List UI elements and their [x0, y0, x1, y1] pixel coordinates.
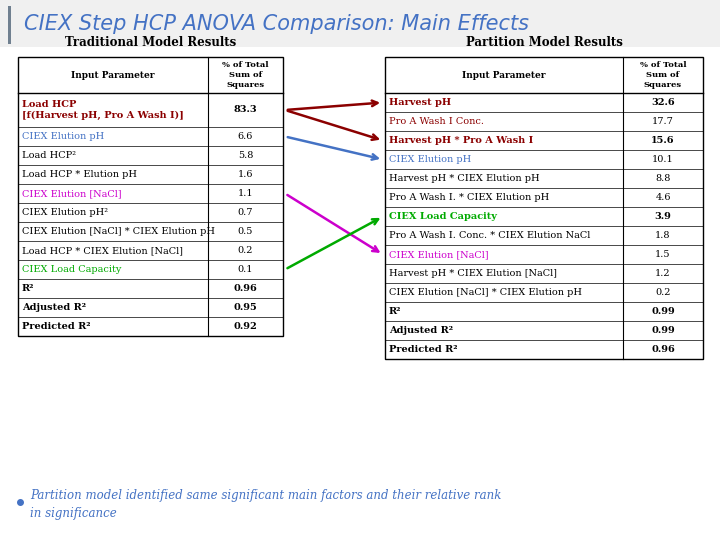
Text: Pro A Wash I. Conc. * CIEX Elution NaCl: Pro A Wash I. Conc. * CIEX Elution NaCl: [389, 231, 590, 240]
Text: 0.2: 0.2: [655, 288, 671, 297]
Text: Predicted R²: Predicted R²: [389, 345, 458, 354]
Text: 0.99: 0.99: [651, 307, 675, 316]
Text: Harvest pH * Pro A Wash I: Harvest pH * Pro A Wash I: [389, 136, 534, 145]
Text: 1.1: 1.1: [238, 189, 253, 198]
Text: Traditional Model Results: Traditional Model Results: [65, 36, 236, 49]
Text: 32.6: 32.6: [651, 98, 675, 107]
Text: 0.99: 0.99: [651, 326, 675, 335]
Text: Adjusted R²: Adjusted R²: [22, 303, 86, 312]
Bar: [0, 0, 720, 47]
Text: 3.9: 3.9: [654, 212, 672, 221]
Bar: [385, 57, 703, 359]
Text: Load HCP * Elution pH: Load HCP * Elution pH: [22, 170, 137, 179]
Text: Pro A Wash I Conc.: Pro A Wash I Conc.: [389, 117, 484, 126]
Text: 17.7: 17.7: [652, 117, 674, 126]
Text: 0.95: 0.95: [233, 303, 257, 312]
Bar: [8, 6, 11, 44]
Text: Harvest pH: Harvest pH: [389, 98, 451, 107]
Text: R²: R²: [22, 284, 35, 293]
Text: % of Total
Sum of
Squares: % of Total Sum of Squares: [639, 61, 686, 89]
Text: Partition model identified same significant main factors and their relative rank: Partition model identified same signific…: [30, 489, 501, 519]
Text: 10.1: 10.1: [652, 155, 674, 164]
Text: Harvest pH * CIEX Elution pH: Harvest pH * CIEX Elution pH: [389, 174, 539, 183]
Text: % of Total
Sum of
Squares: % of Total Sum of Squares: [222, 61, 269, 89]
Text: 0.2: 0.2: [238, 246, 253, 255]
Text: 4.6: 4.6: [655, 193, 671, 202]
Text: 83.3: 83.3: [234, 105, 257, 114]
Text: 6.6: 6.6: [238, 132, 253, 141]
Text: 5.8: 5.8: [238, 151, 253, 160]
Text: CIEX Elution pH²: CIEX Elution pH²: [22, 208, 108, 217]
Text: 1.5: 1.5: [655, 250, 671, 259]
Text: 0.7: 0.7: [238, 208, 253, 217]
Text: CIEX Elution [NaCl]: CIEX Elution [NaCl]: [389, 250, 489, 259]
Text: Load HCP
[f(Harvest pH, Pro A Wash I)]: Load HCP [f(Harvest pH, Pro A Wash I)]: [22, 100, 184, 120]
Text: CIEX Step HCP ANOVA Comparison: Main Effects: CIEX Step HCP ANOVA Comparison: Main Eff…: [24, 14, 529, 34]
Bar: [18, 57, 283, 336]
Text: Load HCP * CIEX Elution [NaCl]: Load HCP * CIEX Elution [NaCl]: [22, 246, 183, 255]
Text: 1.6: 1.6: [238, 170, 253, 179]
Text: 1.2: 1.2: [655, 269, 671, 278]
Text: 0.96: 0.96: [233, 284, 257, 293]
Text: Load HCP²: Load HCP²: [22, 151, 76, 160]
Text: CIEX Elution [NaCl] * CIEX Elution pH: CIEX Elution [NaCl] * CIEX Elution pH: [389, 288, 582, 297]
Text: Partition Model Results: Partition Model Results: [466, 36, 622, 49]
Text: 1.8: 1.8: [655, 231, 671, 240]
Text: 0.1: 0.1: [238, 265, 253, 274]
Text: CIEX Elution pH: CIEX Elution pH: [389, 155, 472, 164]
Text: CIEX Elution pH: CIEX Elution pH: [22, 132, 104, 141]
Text: Adjusted R²: Adjusted R²: [389, 326, 453, 335]
Text: CIEX Elution [NaCl]: CIEX Elution [NaCl]: [22, 189, 122, 198]
Text: Harvest pH * CIEX Elution [NaCl]: Harvest pH * CIEX Elution [NaCl]: [389, 269, 557, 278]
Text: CIEX Load Capacity: CIEX Load Capacity: [22, 265, 122, 274]
Text: Predicted R²: Predicted R²: [22, 322, 91, 331]
Text: R²: R²: [389, 307, 402, 316]
Text: CIEX Elution [NaCl] * CIEX Elution pH: CIEX Elution [NaCl] * CIEX Elution pH: [22, 227, 215, 236]
Text: 0.92: 0.92: [233, 322, 257, 331]
Text: Input Parameter: Input Parameter: [71, 71, 155, 79]
Text: CIEX Load Capacity: CIEX Load Capacity: [389, 212, 497, 221]
Text: 0.96: 0.96: [651, 345, 675, 354]
Text: 15.6: 15.6: [652, 136, 675, 145]
Text: Input Parameter: Input Parameter: [462, 71, 546, 79]
Text: Pro A Wash I. * CIEX Elution pH: Pro A Wash I. * CIEX Elution pH: [389, 193, 549, 202]
Text: 0.5: 0.5: [238, 227, 253, 236]
Text: 8.8: 8.8: [655, 174, 671, 183]
